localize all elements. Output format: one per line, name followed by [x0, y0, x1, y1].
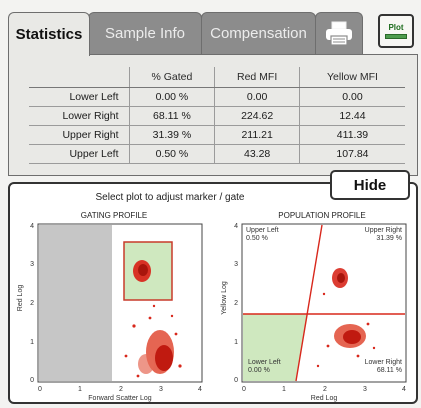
cell-gated: 68.11 %: [129, 106, 216, 126]
lower-left-quadrant-region: [243, 314, 308, 381]
cell-red-mfi: 224.62: [214, 106, 300, 126]
cell-red-mfi: 0.00: [214, 87, 300, 107]
gating-excluded-region: [39, 225, 112, 381]
population-profile-title: POPULATION PROFILE: [278, 211, 365, 220]
cell-red-mfi: 43.28: [214, 144, 300, 164]
quadrant-lower-right-label: Lower Right: [365, 359, 402, 366]
population-dots: [316, 268, 376, 368]
plot-button[interactable]: Plot: [378, 14, 414, 48]
svg-text:1: 1: [234, 339, 238, 346]
svg-text:4: 4: [234, 223, 238, 230]
table-row: Upper Right 31.39 % 211.21 411.39: [29, 125, 405, 145]
quadrant-upper-left-label: Upper Left: [246, 227, 279, 234]
quadrant-lower-left-label: Lower Left: [248, 359, 281, 366]
tab-statistics[interactable]: Statistics: [8, 12, 90, 56]
statistics-table: % Gated Red MFI Yellow MFI Lower Left 0.…: [29, 67, 405, 164]
svg-text:4: 4: [402, 386, 406, 393]
printer-icon: [326, 21, 352, 46]
gating-x-label: Forward Scatter Log: [88, 395, 152, 402]
gating-population-dots: [124, 260, 182, 378]
svg-text:1: 1: [282, 386, 286, 393]
table-header-blank: [29, 67, 130, 88]
gating-profile-title: GATING PROFILE: [81, 211, 148, 220]
row-label: Upper Right: [29, 125, 130, 145]
cell-gated: 0.50 %: [129, 144, 216, 164]
svg-text:2: 2: [234, 300, 238, 307]
svg-text:0: 0: [30, 377, 34, 384]
cell-yellow-mfi: 12.44: [299, 106, 405, 126]
population-y-label: Yellow Log: [221, 281, 228, 315]
print-button[interactable]: [315, 12, 363, 54]
table-header-row: % Gated Red MFI Yellow MFI: [29, 67, 405, 88]
table-row: Upper Left 0.50 % 43.28 107.84: [29, 144, 405, 164]
svg-text:4: 4: [30, 223, 34, 230]
quadrant-upper-left-value: 0.50 %: [246, 235, 268, 242]
quadrant-lower-left-value: 0.00 %: [248, 367, 270, 374]
table-header-yellow-mfi: Yellow MFI: [299, 67, 405, 88]
population-y-ticks: 0 1 2 3 4: [234, 223, 238, 384]
svg-text:2: 2: [30, 300, 34, 307]
svg-text:2: 2: [119, 386, 123, 393]
cell-yellow-mfi: 0.00: [299, 87, 405, 107]
cell-yellow-mfi: 411.39: [299, 125, 405, 145]
quadrant-lower-right-value: 68.11 %: [377, 367, 402, 374]
gating-y-label: Red Log: [17, 285, 24, 312]
plot-area: Select plot to adjust marker / gate Hide…: [8, 170, 418, 404]
plot-bar-icon: [385, 34, 407, 39]
plot-hint: Select plot to adjust marker / gate: [95, 192, 245, 203]
gating-y-ticks: 0 1 2 3 4: [30, 223, 34, 384]
svg-text:3: 3: [159, 386, 163, 393]
table-row: Lower Right 68.11 % 224.62 12.44: [29, 106, 405, 126]
svg-text:3: 3: [234, 261, 238, 268]
svg-text:4: 4: [198, 386, 202, 393]
gating-x-ticks: 0 1 2 3 4: [38, 386, 202, 393]
cell-gated: 0.00 %: [129, 87, 216, 107]
population-x-label: Red Log: [311, 395, 338, 402]
svg-text:2: 2: [323, 386, 327, 393]
svg-text:3: 3: [363, 386, 367, 393]
tab-bar: Statistics Sample Info Compensation Plot: [8, 8, 418, 56]
cell-yellow-mfi: 107.84: [299, 144, 405, 164]
table-header-gated: % Gated: [129, 67, 216, 88]
svg-text:0: 0: [234, 377, 238, 384]
table-row: Lower Left 0.00 % 0.00 0.00: [29, 87, 405, 107]
population-profile-plot[interactable]: POPULATION PROFILE Yellow Log Red Log Up…: [218, 206, 416, 402]
svg-text:0: 0: [242, 386, 246, 393]
tab-sample-info[interactable]: Sample Info: [88, 12, 202, 54]
plot-button-label: Plot: [388, 23, 404, 32]
row-label: Lower Left: [29, 87, 130, 107]
population-x-ticks: 0 1 2 3 4: [242, 386, 406, 393]
table-header-red-mfi: Red MFI: [214, 67, 300, 88]
tab-compensation[interactable]: Compensation: [201, 12, 316, 54]
quadrant-upper-right-label: Upper Right: [365, 227, 402, 234]
gating-profile-plot[interactable]: GATING PROFILE Red Log Forward Scatter L…: [14, 206, 214, 402]
cell-gated: 31.39 %: [129, 125, 216, 145]
svg-text:1: 1: [30, 339, 34, 346]
vertical-marker-line[interactable]: [295, 224, 323, 382]
cell-red-mfi: 211.21: [214, 125, 300, 145]
statistics-panel: % Gated Red MFI Yellow MFI Lower Left 0.…: [8, 54, 418, 176]
svg-text:0: 0: [38, 386, 42, 393]
row-label: Lower Right: [29, 106, 130, 126]
hide-button[interactable]: Hide: [330, 170, 410, 200]
row-label: Upper Left: [29, 144, 130, 164]
quadrant-upper-right-value: 31.39 %: [376, 235, 402, 242]
svg-text:1: 1: [78, 386, 82, 393]
svg-text:3: 3: [30, 261, 34, 268]
